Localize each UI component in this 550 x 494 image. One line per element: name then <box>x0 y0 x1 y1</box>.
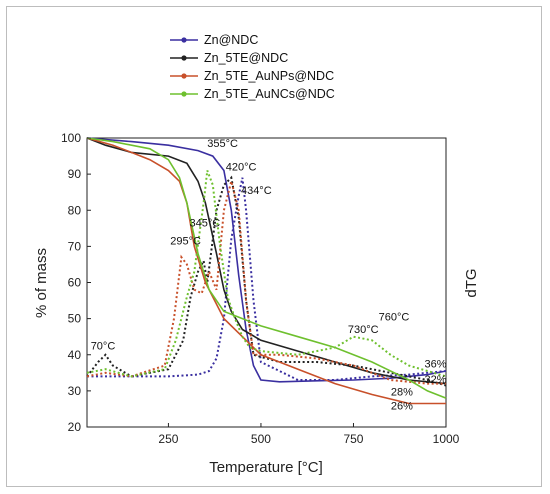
annotation-label: 434°C <box>241 185 272 197</box>
dtg-line-zn-5te-aunps-ndc <box>86 181 446 385</box>
plot-box <box>86 137 447 428</box>
legend-marker-zn-5te-aunps-ndc <box>181 73 187 79</box>
y-tick-label: 60 <box>68 276 82 290</box>
y-axis-label: % of mass <box>33 248 50 318</box>
dtg-line-zn-5te-ndc <box>86 175 447 387</box>
y-tick-label: 20 <box>68 420 82 434</box>
y-tick-label: 80 <box>68 203 82 217</box>
y-tick-label: 50 <box>68 312 82 326</box>
annotation-label: 420°C <box>226 162 257 174</box>
tg-line-zn-ndc <box>86 137 447 383</box>
legend: Zn@NDC Zn_5TE@NDC Zn_5TE_AuNPs@NDC Zn_5TE_A… <box>170 33 335 101</box>
legend-label-zn-5te-aunps-ndc: Zn_5TE_AuNPs@NDC <box>204 69 334 83</box>
y-tick-label: 90 <box>68 167 82 181</box>
tick-layer: 20 30 40 50 60 70 80 90 100 250 500 750 1000 <box>61 131 460 446</box>
dtg-line-zn-5te-auncs-ndc <box>86 170 447 378</box>
y-tick-label: 100 <box>61 131 81 145</box>
y-tick-label: 70 <box>68 239 82 253</box>
legend-marker-zn-5te-auncs-ndc <box>181 91 187 97</box>
x-tick-label: 1000 <box>433 432 460 446</box>
annotation-label: 730°C <box>348 324 379 336</box>
legend-label-zn-5te-ndc: Zn_5TE@NDC <box>204 51 288 65</box>
annotation-label: 32% <box>425 374 447 386</box>
legend-label-zn-ndc: Zn@NDC <box>204 33 258 47</box>
annotation-label: 355°C <box>207 138 238 150</box>
tg-line-zn-5te-ndc <box>86 137 447 385</box>
annotation-label: 760°C <box>379 311 410 323</box>
x-tick-label: 250 <box>158 432 178 446</box>
series-layer <box>86 137 447 405</box>
annotation-label: 345°C <box>190 218 221 230</box>
annotation-label: 36% <box>425 358 447 370</box>
chart-frame <box>6 6 542 487</box>
x-tick-label: 750 <box>343 432 363 446</box>
y-axis-label-right: dTG <box>463 268 480 297</box>
y-tick-label: 40 <box>68 348 82 362</box>
tg-line-zn-5te-auncs-ndc <box>86 137 447 399</box>
legend-marker-zn-5te-ndc <box>181 55 187 61</box>
annotation-label: 295°C <box>170 236 201 248</box>
y-tick-label: 30 <box>68 384 82 398</box>
annotation-label: 70°C <box>91 340 116 352</box>
x-tick-label: 500 <box>251 432 271 446</box>
plot-area: 20 30 40 50 60 70 80 90 100 250 500 750 1000 70°C 295… <box>61 131 460 446</box>
tg-line-zn-5te-aunps-ndc <box>86 137 446 405</box>
x-axis-label: Temperature [°C] <box>209 459 323 476</box>
annotation-label: 28% <box>391 387 413 399</box>
annotation-label: 26% <box>391 401 413 413</box>
legend-marker-zn-ndc <box>181 37 187 43</box>
dtg-line-zn-ndc <box>87 177 447 381</box>
legend-label-zn-5te-auncs-ndc: Zn_5TE_AuNCs@NDC <box>204 87 335 101</box>
